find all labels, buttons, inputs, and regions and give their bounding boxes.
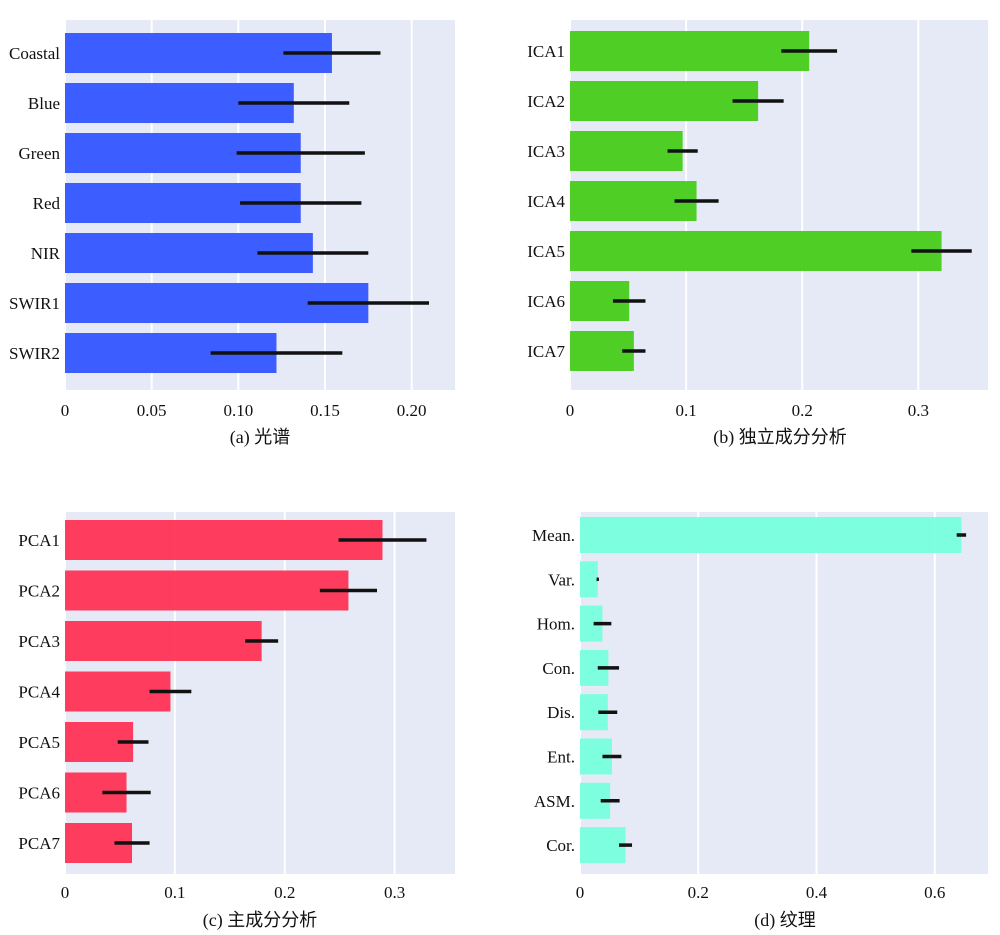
category-label: PCA1 [18, 531, 60, 550]
category-label: ICA2 [527, 92, 565, 111]
bar-ica1 [570, 31, 810, 71]
bar-pca2 [65, 570, 349, 611]
category-label: Cor. [546, 836, 575, 855]
category-label: PCA5 [18, 733, 60, 752]
caption-a: (a) 光谱 [230, 427, 290, 448]
category-label: NIR [31, 244, 61, 263]
tick-labels-d: 0 0.2 0.4 0.6 [576, 883, 946, 902]
category-label: SWIR1 [9, 294, 60, 313]
errorbars-d [593, 533, 967, 847]
category-label: ICA7 [527, 342, 565, 361]
bar-hom [580, 605, 603, 642]
x-tick-label: 0.2 [688, 883, 709, 902]
category-label: PCA6 [18, 784, 60, 803]
category-label: Mean. [532, 526, 575, 545]
x-tick-label: 0.15 [310, 401, 340, 420]
bar-pca1 [65, 520, 383, 560]
tick-labels-b: 0 0.1 0.2 0.3 [566, 401, 929, 420]
category-label: Var. [548, 570, 575, 589]
panel-a: Coastal Blue Green Red NIR SWIR1 SWIR2 0 0.05 0.… [9, 20, 455, 448]
category-label: ICA1 [527, 42, 565, 61]
category-labels-b: ICA1 ICA2 ICA3 ICA4 ICA5 ICA6 ICA7 [527, 42, 565, 361]
category-label: ICA3 [527, 142, 565, 161]
caption-c: (c) 主成分分析 [203, 910, 317, 931]
category-labels-a: Coastal Blue Green Red NIR SWIR1 SWIR2 [9, 44, 61, 363]
plot-area-d [580, 512, 988, 874]
category-label: Con. [542, 659, 575, 678]
x-tick-label: 0.3 [908, 401, 929, 420]
x-tick-label: 0.3 [384, 883, 405, 902]
panel-d: Mean. Var. Hom. Con. Dis. Ent. ASM. Cor. 0 0.2 0.… [532, 512, 988, 931]
bar-mean [580, 517, 962, 553]
tick-labels-a: 0 0.05 0.10 0.15 0.20 [61, 401, 427, 420]
category-label: Blue [28, 94, 60, 113]
x-tick-label: 0 [576, 883, 585, 902]
category-label: PCA2 [18, 582, 60, 601]
category-labels-c: PCA1 PCA2 PCA3 PCA4 PCA5 PCA6 PCA7 [18, 531, 60, 853]
x-tick-label: 0.20 [397, 401, 427, 420]
x-tick-label: 0.6 [924, 883, 945, 902]
category-label: ICA4 [527, 192, 565, 211]
errorbars-c [102, 538, 427, 845]
category-label: ICA6 [527, 292, 565, 311]
tick-labels-c: 0 0.1 0.2 0.3 [61, 883, 405, 902]
x-tick-label: 0.05 [137, 401, 167, 420]
x-tick-label: 0.2 [274, 883, 295, 902]
bar-ica5 [570, 231, 942, 271]
category-label: Coastal [9, 44, 60, 63]
category-label: ICA5 [527, 242, 565, 261]
x-tick-label: 0.1 [164, 883, 185, 902]
category-label: Dis. [547, 703, 575, 722]
bar-ica3 [570, 131, 683, 171]
bar-ica2 [570, 81, 759, 121]
x-tick-label: 0.4 [806, 883, 828, 902]
bar-pca3 [65, 621, 262, 661]
category-label: PCA3 [18, 632, 60, 651]
bars-c [65, 520, 383, 863]
bars-d [580, 517, 962, 864]
errorbars-b [612, 49, 972, 353]
category-label: Red [33, 194, 61, 213]
category-label: Green [18, 144, 60, 163]
category-label: PCA4 [18, 683, 60, 702]
category-label: ASM. [534, 792, 575, 811]
x-tick-label: 0.10 [223, 401, 253, 420]
x-tick-label: 0.1 [675, 401, 696, 420]
x-tick-label: 0 [61, 401, 70, 420]
caption-b: (b) 独立成分分析 [713, 427, 847, 448]
caption-d: (d) 纹理 [754, 910, 816, 931]
x-tick-label: 0 [566, 401, 575, 420]
x-tick-label: 0.2 [792, 401, 813, 420]
bars-b [570, 31, 942, 371]
bar-cor [580, 827, 626, 864]
category-label: Ent. [547, 748, 575, 767]
category-label: PCA7 [18, 834, 60, 853]
bar-var [580, 561, 598, 598]
category-label: Hom. [537, 615, 575, 634]
category-labels-d: Mean. Var. Hom. Con. Dis. Ent. ASM. Cor. [532, 526, 575, 855]
x-tick-label: 0 [61, 883, 70, 902]
category-label: SWIR2 [9, 344, 60, 363]
errorbars-a [210, 51, 429, 355]
